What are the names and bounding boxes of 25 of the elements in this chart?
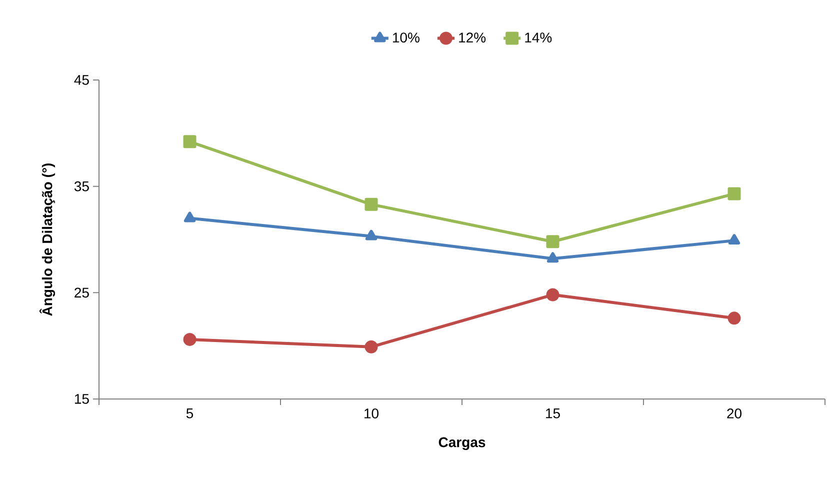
point	[183, 135, 196, 148]
point	[184, 212, 196, 222]
point	[364, 198, 378, 211]
y-tick-label: 15	[74, 394, 89, 404]
point	[546, 288, 560, 302]
legend-label: 10%	[393, 32, 420, 43]
y-tick-label: 25	[74, 288, 89, 298]
point	[183, 332, 196, 346]
point	[546, 235, 560, 248]
x-tick-label: 20	[727, 408, 742, 418]
y-tick-label: 45	[74, 75, 89, 85]
x-tick-label: 5	[186, 408, 194, 418]
y-axis-title: Ângulo de Dilatação (°)	[40, 163, 56, 316]
y-tick-label: 35	[74, 181, 89, 192]
legend-label: 14%	[525, 32, 552, 42]
legend-label: 12%	[459, 32, 486, 42]
point	[728, 234, 740, 245]
point	[728, 312, 741, 325]
x-axis-title: Cargas	[438, 437, 486, 450]
point	[546, 252, 559, 263]
x-tick-label: 10	[364, 408, 378, 418]
point	[364, 340, 378, 354]
point	[728, 187, 741, 200]
point	[365, 230, 378, 240]
x-tick-label: 15	[546, 408, 560, 418]
